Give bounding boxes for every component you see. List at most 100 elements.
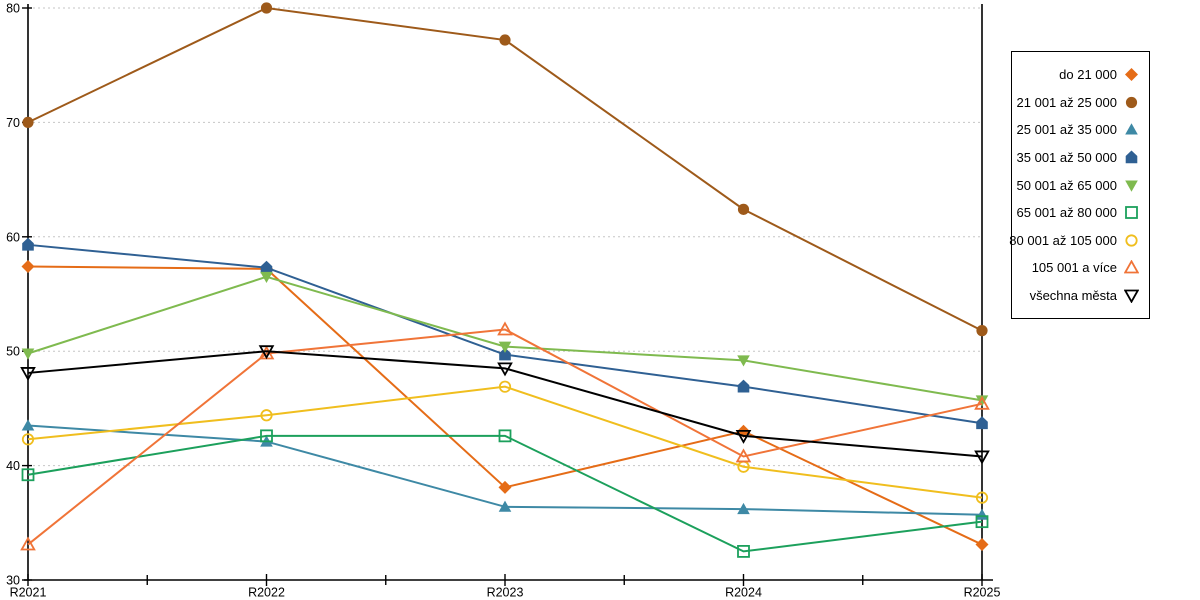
legend-item-8: 105 001 a více bbox=[1012, 254, 1149, 282]
data-point-marker bbox=[22, 237, 34, 251]
data-point-marker bbox=[498, 429, 512, 443]
data-point-marker bbox=[22, 116, 34, 128]
data-point-marker bbox=[737, 203, 750, 215]
legend-label: 50 001 až 65 000 bbox=[1016, 177, 1117, 193]
legend-label: 35 001 až 50 000 bbox=[1016, 149, 1117, 165]
y-axis-label: 60 bbox=[6, 230, 20, 244]
x-axis-label: R2024 bbox=[725, 586, 762, 600]
circle-filled-icon bbox=[1125, 96, 1138, 108]
series-5 bbox=[21, 271, 989, 407]
data-point-marker bbox=[499, 34, 511, 46]
data-point-marker bbox=[498, 341, 512, 353]
legend-label: 80 001 až 105 000 bbox=[1009, 232, 1117, 248]
legend-item-3: 25 001 až 35 000 bbox=[1012, 116, 1149, 144]
series-line bbox=[27, 434, 983, 553]
data-point-marker bbox=[21, 348, 35, 360]
data-point-marker bbox=[735, 429, 752, 444]
series-line bbox=[27, 328, 983, 546]
data-point-marker bbox=[260, 2, 273, 14]
series-4 bbox=[22, 237, 988, 430]
diamond-filled-icon bbox=[1125, 68, 1138, 82]
data-point-marker bbox=[1124, 289, 1139, 303]
data-point-marker bbox=[737, 379, 750, 393]
legend-item-1: do 21 000 bbox=[1012, 61, 1149, 89]
legend-label: 25 001 až 35 000 bbox=[1016, 122, 1117, 138]
data-point-marker bbox=[1125, 123, 1138, 135]
legend-label: všechna města bbox=[1029, 287, 1117, 303]
data-point-marker bbox=[21, 260, 35, 274]
data-point-marker bbox=[975, 515, 989, 529]
data-point-marker bbox=[737, 355, 750, 367]
series-3 bbox=[21, 419, 989, 520]
data-point-marker bbox=[21, 419, 35, 431]
x-axis-label: R2021 bbox=[10, 586, 47, 600]
y-axis-label: 50 bbox=[6, 345, 20, 359]
series-line bbox=[27, 385, 983, 499]
legend-label: do 21 000 bbox=[1059, 67, 1117, 83]
data-point-marker bbox=[21, 468, 35, 482]
data-point-marker bbox=[258, 345, 275, 360]
legend-item-7: 80 001 až 105 000 bbox=[1009, 226, 1149, 254]
data-point-marker bbox=[974, 395, 990, 410]
data-point-marker bbox=[260, 409, 273, 422]
data-point-marker bbox=[260, 260, 273, 274]
y-axis-label: 30 bbox=[6, 574, 20, 588]
data-point-marker bbox=[1125, 150, 1138, 164]
data-point-marker bbox=[975, 491, 989, 504]
data-point-marker bbox=[20, 536, 36, 551]
data-point-marker bbox=[21, 433, 35, 446]
triangle-up-filled-icon bbox=[1125, 123, 1138, 135]
triangle-up-open-icon bbox=[1124, 260, 1139, 274]
legend-label: 21 001 až 25 000 bbox=[1016, 94, 1117, 110]
data-point-marker bbox=[1125, 206, 1138, 219]
legend-item-9: všechna města bbox=[1012, 282, 1149, 310]
series-2 bbox=[22, 2, 988, 337]
legend-item-5: 50 001 až 65 000 bbox=[1012, 171, 1149, 199]
data-point-marker bbox=[974, 450, 990, 465]
data-point-marker bbox=[737, 545, 750, 558]
circle-open-icon bbox=[1125, 234, 1138, 247]
legend-label: 65 001 až 80 000 bbox=[1016, 205, 1117, 221]
data-point-marker bbox=[975, 538, 989, 552]
data-point-marker bbox=[1125, 180, 1138, 192]
square-open-icon bbox=[1125, 206, 1138, 219]
data-point-marker bbox=[497, 321, 513, 336]
x-axis-label: R2022 bbox=[248, 586, 285, 600]
y-axis-label: 80 bbox=[6, 2, 20, 16]
data-point-marker bbox=[498, 500, 512, 512]
legend: do 21 000 21 001 až 25 000 25 001 až 35 00… bbox=[1009, 51, 1150, 319]
data-point-marker bbox=[976, 416, 988, 430]
data-point-marker bbox=[976, 325, 988, 337]
data-point-marker bbox=[497, 362, 513, 377]
legend-label: 105 001 a více bbox=[1031, 260, 1117, 276]
data-point-marker bbox=[498, 380, 512, 393]
data-point-marker bbox=[735, 448, 752, 463]
legend-item-6: 65 001 až 80 000 bbox=[1012, 199, 1149, 227]
data-point-marker bbox=[1124, 260, 1139, 274]
data-point-marker bbox=[1125, 68, 1138, 82]
series-line bbox=[27, 6, 983, 332]
x-axis-label: R2023 bbox=[487, 586, 524, 600]
data-point-marker bbox=[260, 429, 273, 443]
data-point-marker bbox=[498, 480, 512, 494]
data-point-marker bbox=[737, 502, 750, 515]
series-line bbox=[27, 350, 983, 458]
triangle-down-filled-icon bbox=[1125, 180, 1138, 192]
data-point-marker bbox=[499, 347, 511, 361]
y-axis-label: 70 bbox=[6, 116, 20, 130]
legend-item-2: 21 001 až 25 000 bbox=[1012, 88, 1149, 116]
pentagon-filled-icon bbox=[1125, 150, 1138, 164]
data-point-marker bbox=[20, 367, 36, 381]
series-6 bbox=[21, 429, 989, 558]
data-point-marker bbox=[975, 395, 989, 407]
legend-item-4: 35 001 až 50 000 bbox=[1012, 144, 1149, 172]
x-axis-label: R2025 bbox=[964, 586, 1001, 600]
triangle-down-open-icon bbox=[1124, 289, 1139, 303]
data-point-marker bbox=[1125, 96, 1138, 108]
data-point-marker bbox=[1125, 234, 1138, 247]
data-point-marker bbox=[260, 271, 273, 284]
series-7 bbox=[21, 380, 989, 504]
series-9 bbox=[20, 345, 990, 465]
